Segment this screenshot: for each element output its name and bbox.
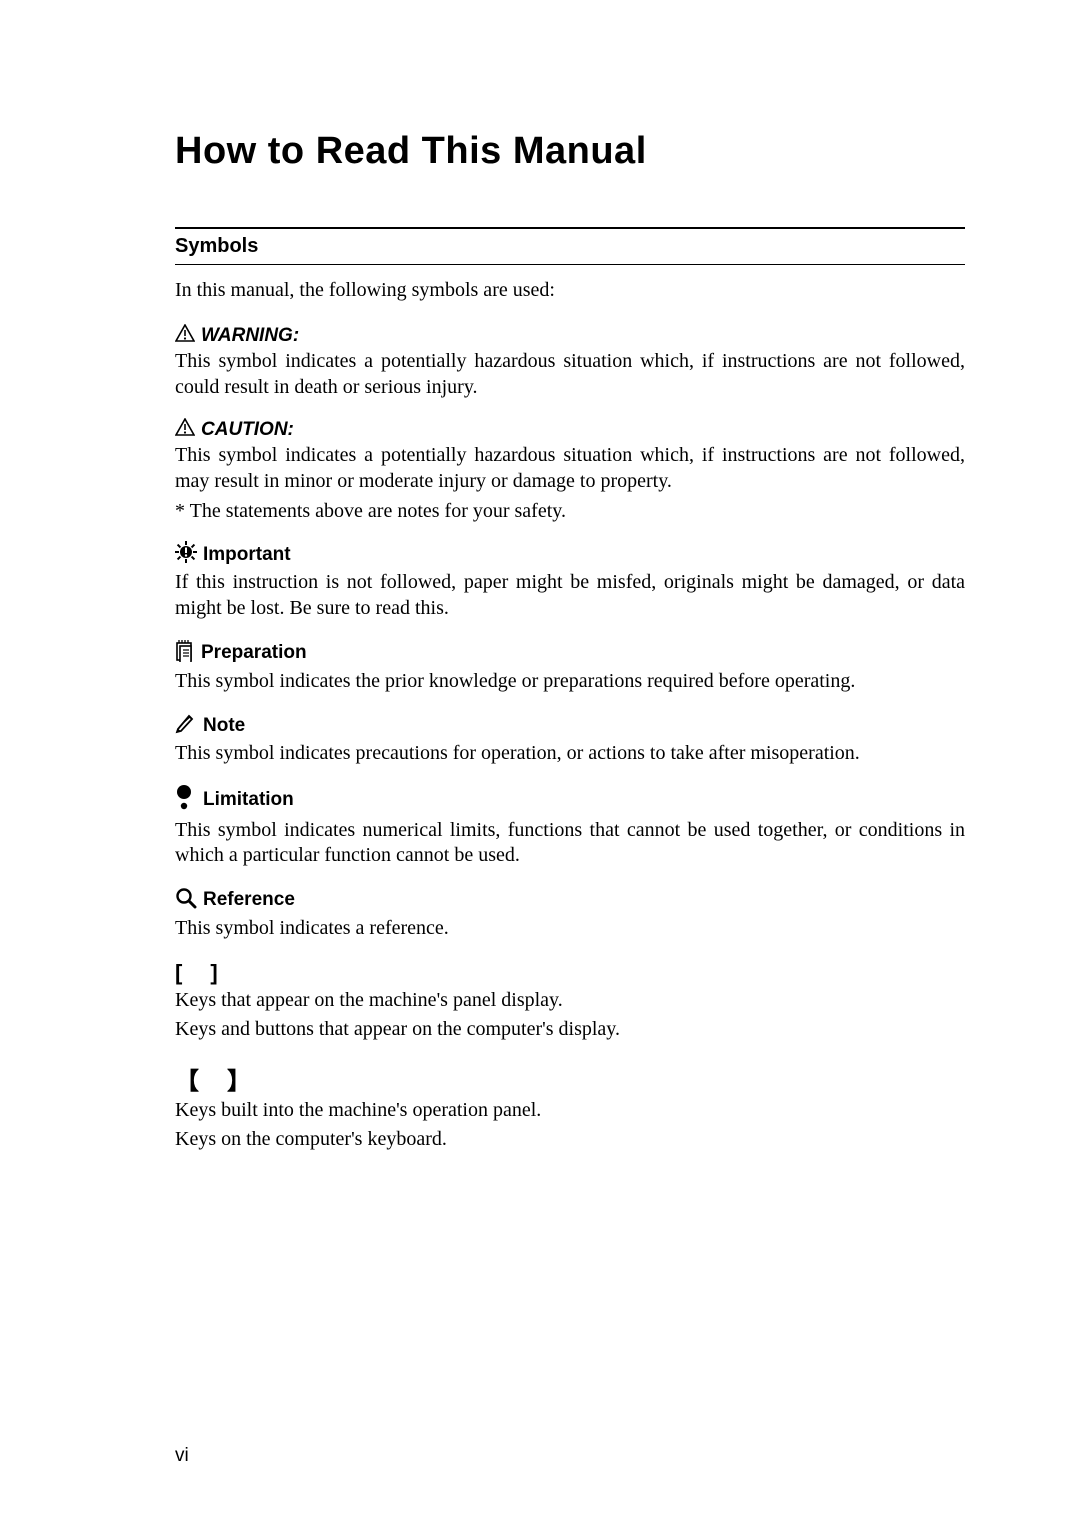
reference-label: Reference <box>203 889 295 911</box>
important-block: Important If this instruction is not fol… <box>175 541 965 621</box>
warning-triangle-icon <box>175 324 195 347</box>
bold-bracket-line2: Keys on the computer's keyboard. <box>175 1127 965 1153</box>
warning-block: WARNING: This symbol indicates a potenti… <box>175 324 965 400</box>
page-number: vi <box>175 1445 189 1467</box>
limitation-exclaim-icon <box>175 785 193 816</box>
bold-bracket-block: 【】 Keys built into the machine's operati… <box>175 1061 965 1153</box>
square-bracket-open: [ <box>175 960 210 985</box>
square-bracket-line1: Keys that appear on the machine's panel … <box>175 988 965 1014</box>
intro-text: In this manual, the following symbols ar… <box>175 279 965 302</box>
caution-text: This symbol indicates a potentially haza… <box>175 443 965 494</box>
note-pencil-icon <box>175 712 197 739</box>
caution-label: CAUTION: <box>201 419 294 441</box>
warning-text: This symbol indicates a potentially haza… <box>175 349 965 400</box>
bold-bracket-open: 【 <box>175 1068 227 1095</box>
preparation-notepad-icon <box>175 640 195 667</box>
limitation-block: Limitation This symbol indicates numeric… <box>175 785 965 869</box>
note-label: Note <box>203 715 245 737</box>
important-gear-icon <box>175 541 197 568</box>
section-heading-symbols: Symbols <box>175 227 965 265</box>
page-title: How to Read This Manual <box>175 130 965 173</box>
note-text: This symbol indicates precautions for op… <box>175 741 965 767</box>
square-bracket-line2: Keys and buttons that appear on the comp… <box>175 1017 965 1043</box>
important-text: If this instruction is not followed, pap… <box>175 570 965 621</box>
preparation-label: Preparation <box>201 642 307 664</box>
caution-triangle-icon <box>175 418 195 441</box>
preparation-text: This symbol indicates the prior knowledg… <box>175 669 965 695</box>
caution-supplement: * The statements above are notes for you… <box>175 500 965 523</box>
caution-block: CAUTION: This symbol indicates a potenti… <box>175 418 965 523</box>
important-label: Important <box>203 544 291 566</box>
reference-block: Reference This symbol indicates a refere… <box>175 887 965 942</box>
bold-bracket-line1: Keys built into the machine's operation … <box>175 1098 965 1124</box>
warning-label: WARNING: <box>201 325 299 347</box>
square-bracket-close: ] <box>210 960 245 985</box>
bold-bracket-close: 】 <box>227 1068 279 1095</box>
limitation-text: This symbol indicates numerical limits, … <box>175 818 965 869</box>
square-bracket-block: [] Keys that appear on the machine's pan… <box>175 960 965 1043</box>
note-block: Note This symbol indicates precautions f… <box>175 712 965 767</box>
limitation-label: Limitation <box>203 789 294 811</box>
reference-magnifier-icon <box>175 887 197 914</box>
reference-text: This symbol indicates a reference. <box>175 916 965 942</box>
preparation-block: Preparation This symbol indicates the pr… <box>175 640 965 695</box>
